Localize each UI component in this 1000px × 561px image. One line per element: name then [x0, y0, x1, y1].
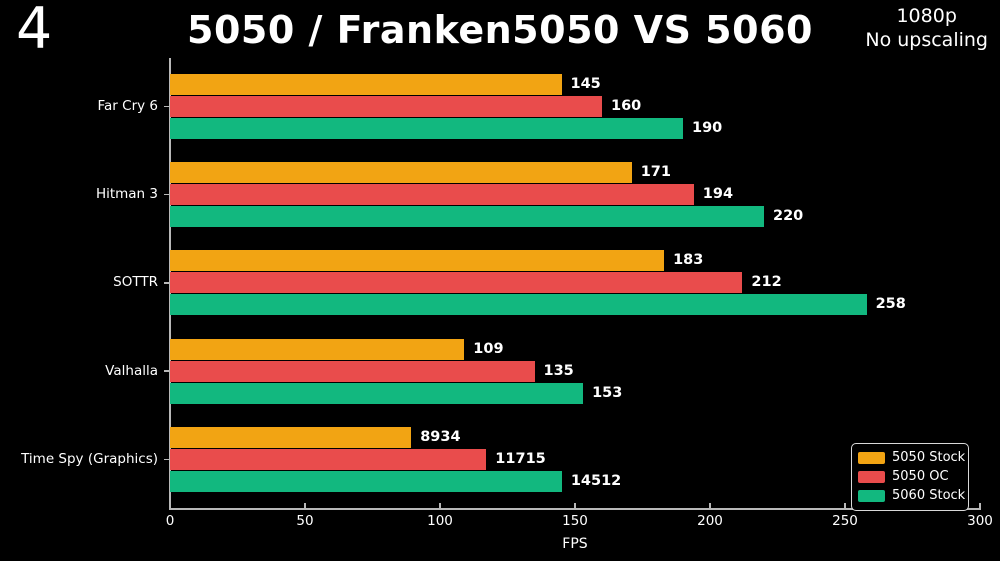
legend-item: 5050 Stock [858, 448, 965, 467]
bar-value-label: 160 [611, 98, 642, 114]
bar-value-label: 14512 [570, 472, 622, 489]
legend: 5050 Stock 5050 OC 5060 Stock [851, 443, 969, 511]
bar [170, 470, 562, 492]
bar [170, 338, 465, 360]
x-axis-tick [709, 503, 711, 508]
bar-value-label: 11715 [495, 450, 546, 467]
chart-title: 5050 / Franken5050 VS 5060 [187, 8, 813, 52]
x-axis-tick [979, 503, 981, 508]
category-label: Far Cry 6 [97, 98, 159, 114]
legend-label: 5050 OC [892, 469, 949, 484]
x-axis-tick-label: 50 [296, 513, 314, 529]
bar-value-label: 220 [773, 208, 804, 225]
bar-value-label: 258 [875, 296, 906, 313]
x-axis-tick-label: 100 [427, 513, 453, 529]
x-axis-spine [169, 508, 981, 510]
bar-value-label: 190 [692, 120, 723, 136]
x-axis-tick-label: 150 [562, 513, 588, 529]
bar-value-label: 171 [640, 164, 671, 181]
bar-value-label: 212 [751, 274, 782, 291]
x-axis-tick-label: 0 [165, 513, 175, 529]
bar [170, 294, 867, 316]
bar-value-label: 109 [473, 340, 504, 357]
slide-number: 4 [16, 0, 53, 62]
bar [170, 74, 562, 95]
x-axis-title: FPS [562, 536, 588, 552]
bar [170, 162, 632, 184]
y-axis-tick [164, 370, 170, 372]
x-axis-tick [844, 503, 846, 508]
x-axis-tick-label: 300 [967, 513, 993, 529]
x-axis-tick [574, 503, 576, 508]
bar [170, 448, 487, 470]
legend-item: 5060 Stock [858, 486, 965, 505]
bar [170, 250, 665, 272]
y-axis-tick [164, 105, 170, 108]
test-settings: 1080p No upscaling [865, 4, 988, 52]
legend-swatch-orange [858, 451, 885, 464]
bar [170, 382, 584, 404]
legend-swatch-red [858, 470, 885, 483]
x-axis-tick [169, 503, 171, 508]
x-axis-tick-label: 200 [697, 513, 723, 529]
bar-value-label: 145 [570, 76, 601, 92]
bar-value-label: 153 [592, 384, 623, 401]
bar [170, 118, 683, 139]
y-axis-tick [164, 193, 170, 196]
bar-value-label: 183 [673, 252, 704, 269]
upscaling-label: No upscaling [865, 29, 988, 51]
category-label: Hitman 3 [95, 186, 158, 203]
bar [170, 206, 764, 228]
bar [170, 272, 743, 294]
x-axis-tick [439, 503, 441, 508]
bar [170, 360, 535, 382]
bar-value-label: 194 [702, 186, 734, 203]
x-axis-tick [304, 503, 306, 508]
category-label: SOTTR [113, 274, 158, 291]
category-label: Valhalla [105, 362, 158, 379]
legend-label: 5060 Stock [892, 488, 966, 503]
legend-label: 5050 Stock [892, 450, 966, 465]
legend-item: 5050 OC [858, 467, 960, 486]
resolution-label: 1080p [896, 5, 957, 27]
plot-area: FPS Far Cry 6 145 160 190 Hitman 3 171 194 220 S… [21, 58, 993, 552]
x-axis-tick-label: 250 [832, 513, 858, 529]
legend-swatch-green [858, 489, 885, 502]
bar [170, 96, 602, 117]
bar-value-label: 135 [543, 362, 574, 379]
bar [170, 426, 412, 448]
category-label: Time Spy (Graphics) [21, 450, 158, 467]
bar [170, 184, 694, 206]
y-axis-tick [164, 458, 170, 461]
y-axis-tick [164, 282, 170, 284]
bar-value-label: 8934 [420, 428, 461, 445]
